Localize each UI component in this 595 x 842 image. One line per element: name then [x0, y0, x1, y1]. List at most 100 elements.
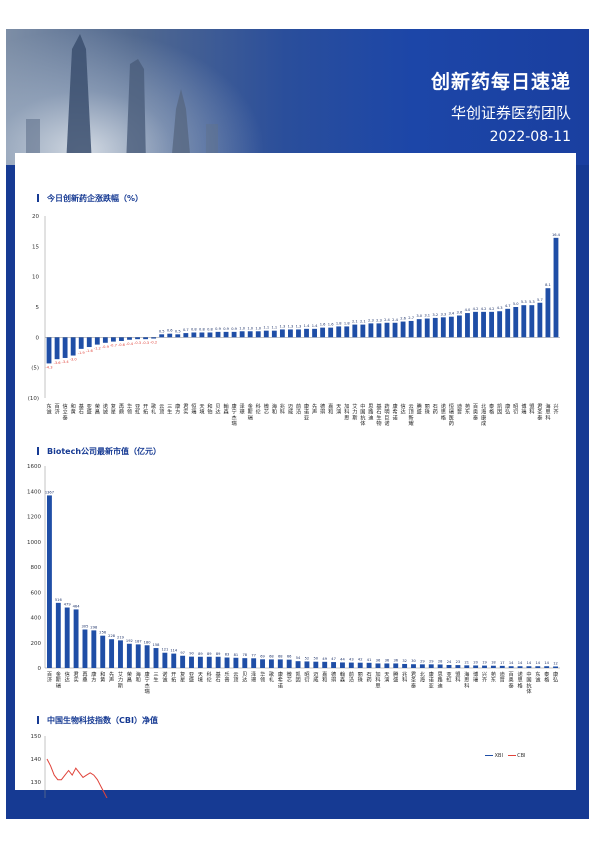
x-tick-label: 北海: [420, 670, 426, 684]
x-tick-label: 科伦: [256, 402, 262, 416]
x-tick-label: 金斯瑞: [248, 402, 254, 421]
price-change-bar: [376, 323, 382, 338]
y-tick-label: 0: [36, 335, 40, 341]
y-tick-label: 800: [31, 565, 42, 571]
x-tick-label: 基石: [79, 402, 85, 416]
bar-value-label: 1.8: [344, 321, 350, 325]
x-tick-label: 思路迪: [368, 403, 374, 421]
x-tick-label: 云顶: [159, 403, 164, 416]
bar-value-label: 29: [429, 659, 434, 663]
x-tick-label: 康希诺: [278, 670, 283, 689]
bar-value-label: 20: [473, 660, 478, 664]
price-change-bar: [102, 337, 108, 343]
price-change-bar: [416, 319, 422, 338]
y-tick-label: 1600: [27, 464, 41, 470]
bar-value-label: 36: [385, 658, 390, 662]
bar-value-label: 1.0: [255, 326, 261, 330]
market-cap-bar: [46, 495, 52, 668]
bar-value-label: 4.2: [481, 307, 487, 311]
x-tick-label: 中国抗体: [360, 402, 366, 427]
section-title-price-change: 今日创新药企涨跌幅（%）: [37, 193, 143, 204]
bar-value-label: 44: [340, 657, 345, 661]
price-change-bar: [368, 323, 374, 338]
price-change-bar: [119, 337, 124, 341]
market-cap-bar: [490, 665, 496, 668]
team-name: 华创证券医药团队: [450, 104, 571, 122]
x-tick-label: 诺诚: [162, 671, 168, 684]
x-tick-label: 石药: [366, 671, 371, 684]
market-cap-bar: [553, 666, 559, 668]
bar-value-label: 5.3: [521, 300, 527, 304]
bar-value-label: 43: [349, 658, 354, 662]
x-tick-label: 君实: [183, 403, 188, 416]
bar-value-label: 4.7: [505, 304, 511, 308]
x-tick-label: 乐普: [224, 671, 229, 684]
city-skyline-image: [6, 29, 266, 165]
x-tick-label: 微芯: [287, 670, 293, 684]
price-change-bar: [175, 334, 181, 338]
price-change-bar: [545, 288, 551, 338]
y-tick-label: 1200: [27, 515, 41, 521]
x-tick-label: 和黄: [71, 402, 76, 416]
x-tick-label: 恒瑞: [191, 402, 196, 416]
market-cap-bar: [384, 663, 390, 668]
bar-value-label: 5.3: [529, 300, 535, 304]
bar-value-label: -0.2: [150, 341, 157, 345]
price-change-bar: [62, 337, 68, 358]
price-change-bar: [457, 315, 462, 338]
bar-value-label: 42: [358, 658, 363, 662]
bar-value-label: 479: [64, 603, 72, 607]
bar-value-label: 3.1: [424, 314, 430, 318]
bar-value-label: 2.7: [408, 316, 414, 320]
bar-value-label: 83: [225, 653, 230, 657]
x-tick-label: 复星: [111, 402, 116, 416]
market-cap-bar: [348, 662, 354, 668]
y-tick-label: 20: [32, 214, 39, 220]
price-change-bar: [336, 326, 342, 338]
market-cap-bar: [322, 661, 328, 668]
market-cap-bar: [446, 664, 452, 668]
bar-value-label: 2.3: [368, 318, 374, 322]
market-cap-bar: [437, 664, 443, 668]
bar-value-label: -0.6: [118, 343, 126, 347]
market-cap-bar: [215, 656, 221, 668]
bar-value-label: -1.9: [78, 351, 86, 355]
x-tick-label: 先声: [109, 670, 114, 684]
report-date: 2022-08-11: [489, 129, 571, 145]
bar-value-label: 47: [331, 657, 336, 661]
x-tick-label: 康宁杰瑞: [232, 402, 237, 427]
x-tick-label: 加科思: [375, 670, 380, 689]
price-change-bar: [352, 324, 358, 338]
x-tick-label: 天境: [198, 671, 203, 684]
x-tick-label: 昭衍: [513, 403, 518, 416]
y-tick-label: 150: [31, 734, 42, 740]
bar-value-label: 3.4: [449, 312, 455, 316]
market-cap-bar: [517, 666, 523, 668]
price-change-bar: [199, 332, 205, 338]
y-tick-label: 5: [36, 305, 40, 311]
bar-value-label: 3.0: [416, 314, 422, 318]
market-cap-bar: [251, 658, 257, 668]
bar-value-label: 14: [518, 661, 523, 665]
price-change-bar: [296, 329, 301, 338]
bar-value-label: -1.6: [86, 349, 94, 353]
market-cap-bar: [206, 656, 212, 668]
bar-value-label: 0.6: [167, 329, 173, 333]
y-tick-label: 600: [31, 590, 42, 596]
x-tick-label: 复星: [180, 670, 185, 684]
bar-value-label: 1.1: [263, 326, 269, 330]
x-tick-label: 迈威: [313, 670, 319, 684]
bar-value-label: 3.2: [432, 313, 438, 317]
x-tick-label: 诺诚: [103, 403, 109, 416]
market-cap-bar: [482, 665, 487, 668]
market-cap-bar: [233, 657, 239, 668]
bar-value-label: 89: [207, 652, 212, 656]
bar-value-label: 90: [189, 652, 194, 656]
x-tick-label: 亚盛: [87, 403, 92, 416]
price-change-bar: [271, 330, 277, 338]
x-tick-label: 德琪: [331, 670, 336, 684]
y-tick-label: (10): [28, 396, 39, 402]
price-change-bar: [320, 327, 326, 338]
market-cap-bar: [171, 653, 177, 668]
bar-value-label: 1.6: [328, 323, 334, 327]
